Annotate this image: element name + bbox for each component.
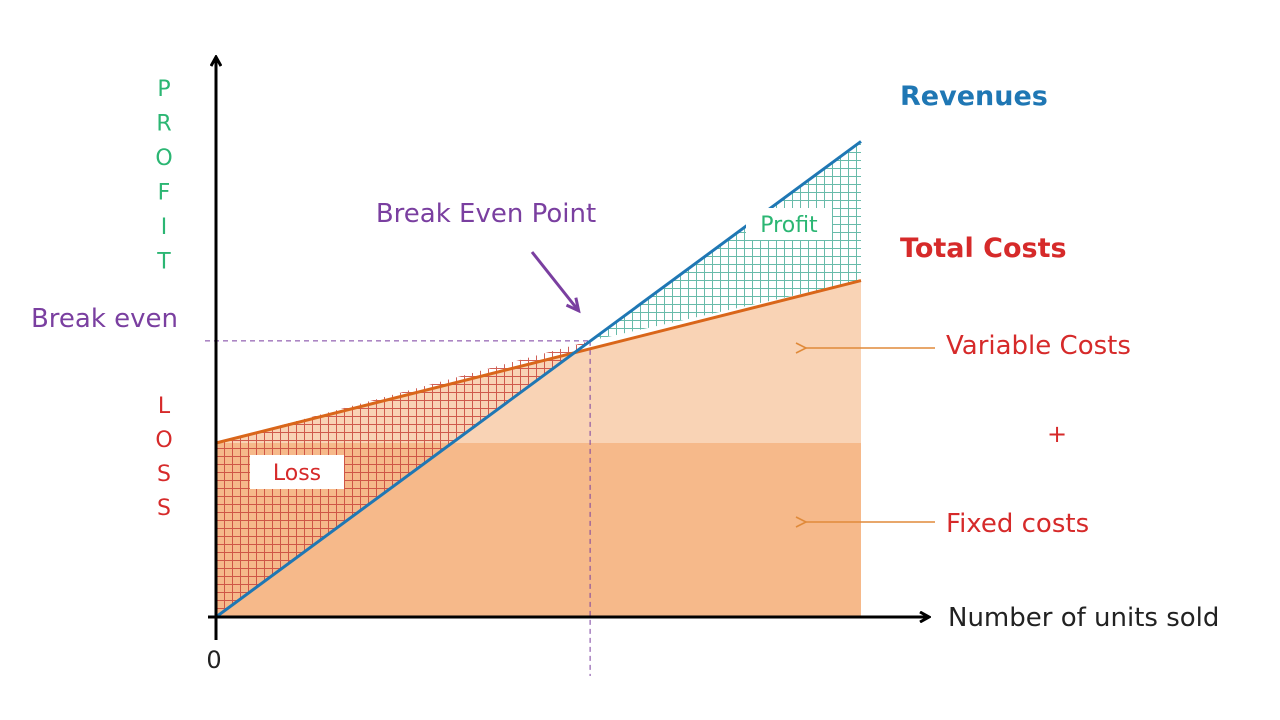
plus-label: + — [1047, 420, 1067, 448]
profit-axis-letter: O — [155, 146, 172, 171]
loss-axis-letter: S — [157, 462, 171, 487]
loss-axis-letter: O — [155, 428, 172, 453]
loss-region-label: Loss — [273, 461, 321, 486]
revenues-label: Revenues — [900, 81, 1048, 112]
break-even-axis-label: Break even — [31, 304, 178, 334]
series-line-total-costs — [215, 279, 862, 445]
total-costs-label: Total Costs — [900, 233, 1067, 264]
x-axis-label: Number of units sold — [948, 603, 1219, 633]
profit-axis-letter: I — [161, 215, 168, 240]
break-even-guides — [205, 340, 591, 676]
variable-costs-label: Variable Costs — [946, 331, 1131, 361]
loss-label-box — [250, 455, 344, 489]
x-origin-label: 0 — [206, 646, 221, 674]
profit-label-box — [746, 208, 832, 240]
profit-region-label: Profit — [760, 213, 818, 238]
profit-axis-letter: T — [156, 250, 171, 275]
profit-axis-letter: R — [156, 112, 171, 137]
break-even-point-label: Break Even Point — [376, 199, 596, 229]
loss-axis-letter: L — [158, 394, 171, 419]
loss-axis-letter: S — [157, 496, 171, 521]
break-even-pointer-arrow — [530, 251, 578, 310]
profit-axis-letter: P — [157, 77, 170, 102]
fixed-costs-label: Fixed costs — [946, 509, 1089, 539]
profit-axis-letter: F — [158, 181, 171, 206]
